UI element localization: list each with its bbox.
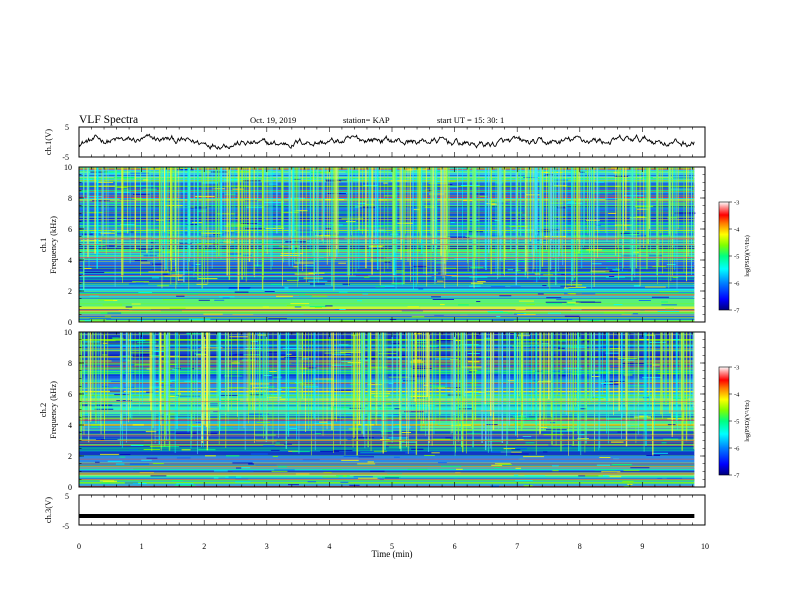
ch1-spectrogram-panel: 0 2 4 6 8 10 ch.1 Frequency (kHz) [38,163,706,327]
ch1-ytick-top: 5 [65,123,69,132]
spectral-band [79,465,695,475]
time-tick-label: 4 [327,542,331,551]
ch2-colorbar-ticks: -3 -4 -5 -6 -7 [729,365,740,480]
freq-ytick-label: 6 [68,225,72,234]
time-tick-label: 0 [77,542,81,551]
spectral-band [79,482,695,487]
ch2-spectrogram-xticks [78,332,706,487]
ch3-waveform-xticks [78,494,706,526]
ch3-waveform-panel: 5 -5 ch.3(V) [43,492,706,531]
freq-ytick-label: 0 [68,483,72,492]
ch3-ytick-bottom: -5 [62,522,69,531]
spectral-band [79,312,695,319]
time-tick-label: 2 [202,542,206,551]
ch1-waveform-xticks [78,127,706,157]
ch1-colorbar-ticks: -3 -4 -5 -6 -7 [729,200,740,315]
colorbar-tick-label: -3 [734,365,739,372]
freq-ytick-label: 2 [68,287,72,296]
colorbar-tick-label: -4 [734,392,740,399]
ch1-waveform-panel: 5 -5 ch.1(V) [43,123,706,162]
colorbar-tick-label: -6 [734,281,740,288]
time-tick-label: 1 [140,542,144,551]
ch1-colorbar-label: log(PSD)(V²/Hz) [744,235,751,276]
ch2-colorbar: -3 -4 -5 -6 -7 log(PSD)(V²/Hz) [718,365,751,480]
ch2-spectrogram-panel: 0 2 4 6 8 10 ch.2 Frequency (kHz) [38,328,706,492]
ch1-colorbar: -3 -4 -5 -6 -7 log(PSD)(V²/Hz) [718,200,751,315]
spectral-band [79,456,695,466]
time-tick-label: 9 [640,542,644,551]
ch1-spectrogram-xticks [78,167,706,322]
ch2-colorbar-label: log(PSD)(V²/Hz) [744,400,751,441]
freq-ytick-label: 8 [68,359,72,368]
ch1-spectrogram-channel-label: ch.1 [38,238,48,252]
ch1-ytick-bottom: -5 [62,153,69,162]
ch2-spectrogram-heatmap [78,331,695,487]
freq-ytick-label: 2 [68,452,72,461]
time-tick-label: 7 [515,542,519,551]
colorbar-tick-label: -3 [734,200,739,207]
ch1-spectrogram-yticks: 0 2 4 6 8 10 [64,163,705,327]
colorbar-tick-label: -5 [734,419,739,426]
time-tick-label: 8 [578,542,582,551]
time-tick-label: 5 [390,542,394,551]
colorbar-tick-label: -7 [734,473,740,480]
ch2-spectrogram-yticks: 0 2 4 6 8 10 [64,328,705,492]
freq-ytick-label: 6 [68,390,72,399]
date-label: Oct. 19, 2019 [250,115,296,125]
ch2-spectrogram-ylabel: Frequency (kHz) [48,381,58,439]
spectral-band [79,443,695,456]
time-tick-label: 10 [701,542,709,551]
time-tick-label: 6 [453,542,457,551]
ch1-waveform-line [78,133,695,150]
figure-title: VLF Spectra [79,114,138,126]
ch1-spectrogram-heatmap [79,166,696,323]
freq-ytick-label: 10 [64,163,72,172]
start-time-label: start UT = 15: 30: 1 [437,115,504,125]
station-label: station= KAP [343,115,390,125]
colorbar-tick-label: -7 [734,308,740,315]
ch1-waveform-ylabel: ch.1(V) [43,129,53,155]
ch3-waveform-ylabel: ch.3(V) [43,497,53,523]
freq-ytick-label: 10 [64,328,72,337]
colorbar-tick-label: -5 [734,254,739,261]
ch2-spectrogram-channel-label: ch.2 [38,403,48,417]
time-axis-tick-labels: 0 1 2 3 4 5 6 7 8 9 10 [77,542,709,551]
colorbar-tick-label: -6 [734,446,740,453]
time-axis-label: Time (min) [372,549,413,559]
spectral-band [79,297,695,307]
ch2-colorbar-gradient [718,366,730,476]
colorbar-tick-label: -4 [734,227,740,234]
freq-ytick-label: 0 [68,318,72,327]
time-tick-label: 3 [265,542,269,551]
freq-ytick-label: 4 [68,256,72,265]
ch3-ytick-top: 5 [65,492,69,501]
ch1-spectrogram-ylabel: Frequency (kHz) [48,216,58,274]
freq-ytick-label: 4 [68,421,72,430]
ch1-colorbar-gradient [718,201,730,311]
freq-ytick-label: 8 [68,194,72,203]
